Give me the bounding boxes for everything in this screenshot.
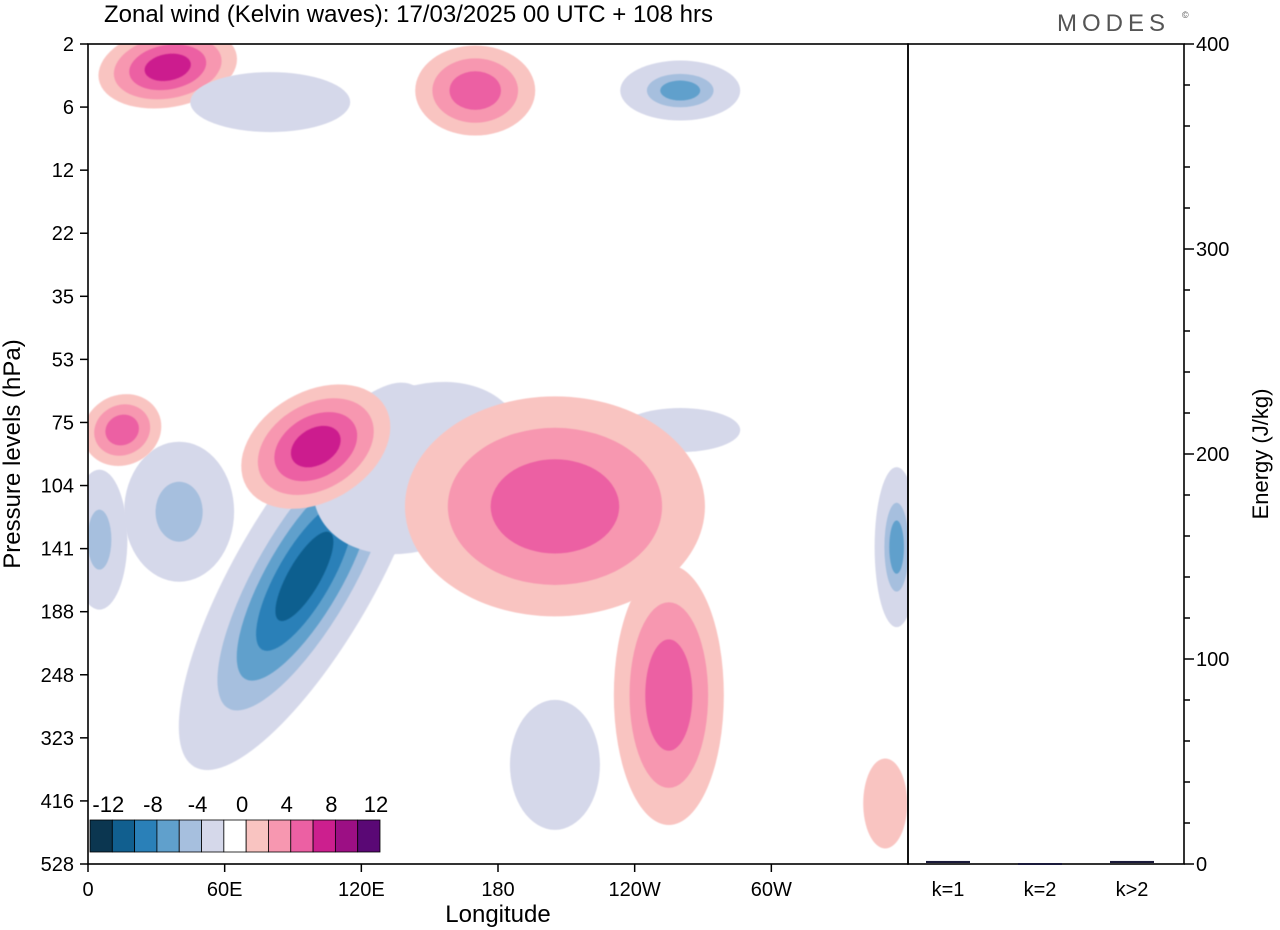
contour-band <box>863 758 908 849</box>
colorbar-cell <box>334 819 359 853</box>
energy-tick-label: 400 <box>1196 34 1229 56</box>
brand-mark: © <box>1182 10 1189 20</box>
energy-tick-label: 0 <box>1196 854 1207 876</box>
colorbar-cell <box>290 819 314 853</box>
x-tick-label: 120W <box>609 879 661 901</box>
contour-band <box>88 509 112 570</box>
colorbar-cell <box>134 819 158 853</box>
contour-band <box>290 425 341 468</box>
colorbar-cell <box>89 819 113 853</box>
chart-title: Zonal wind (Kelvin waves): 17/03/2025 00… <box>104 1 713 28</box>
wind-anomaly-cell <box>88 469 128 610</box>
energy-category-label: k>2 <box>1116 879 1149 901</box>
y-tick-label: 248 <box>41 665 74 687</box>
colorbar-cell <box>201 819 225 853</box>
x-tick-label: 180 <box>481 879 514 901</box>
wind-anomaly-cell <box>620 60 741 121</box>
x-axis-ticks: 0 60E 120E 180 120W 60W <box>82 864 792 901</box>
x-tick-label: 60W <box>751 879 792 901</box>
contour-band <box>490 459 620 554</box>
y-tick-label: 22 <box>52 223 74 245</box>
energy-x-labels: k=1 k=2 k>2 <box>932 879 1149 901</box>
y-axis-label: Pressure levels (hPa) <box>0 339 26 568</box>
x-tick-label: 60E <box>207 879 243 901</box>
colorbar-cell <box>357 819 381 853</box>
y-tick-label: 528 <box>41 854 74 876</box>
brand-logo: MODES <box>1057 10 1170 37</box>
colorbar-label: -12 <box>92 792 124 817</box>
contour-band <box>660 80 701 101</box>
heatmap-panel: 2 6 12 22 35 53 75 104 141 188 248 323 416 528 0 60E 12… <box>0 34 909 928</box>
energy-tick-label: 300 <box>1196 239 1229 261</box>
colorbar-label: -8 <box>143 792 163 817</box>
energy-y-ticks: 0 100 200 300 400 <box>1184 34 1229 876</box>
contour-band <box>144 53 191 82</box>
y-tick-label: 2 <box>63 34 74 56</box>
colorbar-label: 12 <box>364 792 388 817</box>
energy-frame <box>907 43 1185 865</box>
contour-band <box>105 414 139 446</box>
y-tick-label: 35 <box>52 286 74 308</box>
wind-anomaly-cell <box>415 45 536 136</box>
contour-band <box>889 520 904 574</box>
wind-anomaly-cell <box>509 699 600 830</box>
y-tick-label: 141 <box>41 539 74 561</box>
y-tick-label: 416 <box>41 791 74 813</box>
energy-bar <box>926 860 970 863</box>
energy-tick-label: 100 <box>1196 649 1229 671</box>
colorbar-cell <box>312 819 336 853</box>
y-axis-ticks: 2 6 12 22 35 53 75 104 141 188 248 323 416 528 <box>41 34 88 876</box>
energy-bar <box>1110 860 1154 863</box>
colorbar-label: 8 <box>325 792 337 817</box>
x-tick-label: 120E <box>338 879 385 901</box>
x-axis-label: Longitude <box>445 901 550 928</box>
y-tick-label: 104 <box>41 476 74 498</box>
colorbar-label: 0 <box>236 792 248 817</box>
y-tick-label: 188 <box>41 602 74 624</box>
colorbar: -12 -8 -4 0 4 8 12 <box>89 790 388 860</box>
colorbar-cell <box>268 819 292 853</box>
wind-anomaly-cell <box>874 467 908 628</box>
energy-category-label: k=1 <box>932 879 965 901</box>
colorbar-labels: -12 -8 -4 0 4 8 12 <box>92 792 388 817</box>
y-tick-label: 75 <box>52 412 74 434</box>
wind-anomaly-cell <box>863 758 908 849</box>
contour-band <box>527 725 582 804</box>
colorbar-label: 4 <box>281 792 293 817</box>
colorbar-cell <box>178 819 202 853</box>
wind-anomaly-cell <box>190 72 351 133</box>
contour-band <box>275 531 334 622</box>
contour-band <box>155 481 203 542</box>
y-tick-label: 323 <box>41 728 74 750</box>
colorbar-label: -4 <box>188 792 208 817</box>
contour-band <box>449 71 501 110</box>
wind-anomaly-cell <box>88 394 162 466</box>
y-tick-label: 6 <box>63 97 74 119</box>
y-tick-label: 53 <box>52 349 74 371</box>
contour-band <box>222 84 319 121</box>
energy-panel: 0 100 200 300 400 k=1 k=2 k>2 Energy (J/kg) <box>907 34 1273 901</box>
colorbar-cell <box>156 819 180 853</box>
energy-tick-label: 200 <box>1196 444 1229 466</box>
energy-axis-label: Energy (J/kg) <box>1248 389 1273 520</box>
energy-category-label: k=2 <box>1024 879 1057 901</box>
contour-band <box>645 639 693 751</box>
colorbar-cells <box>89 819 381 853</box>
wind-anomaly-cell <box>124 441 235 582</box>
wind-anomaly-cell <box>241 384 391 509</box>
energy-bars <box>926 860 1154 865</box>
colorbar-cell <box>245 819 269 853</box>
energy-bar <box>1018 863 1062 865</box>
wind-contours <box>88 44 908 849</box>
colorbar-cell <box>223 819 247 853</box>
y-tick-label: 12 <box>52 160 74 182</box>
colorbar-cell <box>111 819 136 853</box>
wind-anomaly-cell <box>613 565 724 826</box>
x-tick-label: 0 <box>82 879 93 901</box>
wind-anomaly-cell <box>404 396 705 617</box>
